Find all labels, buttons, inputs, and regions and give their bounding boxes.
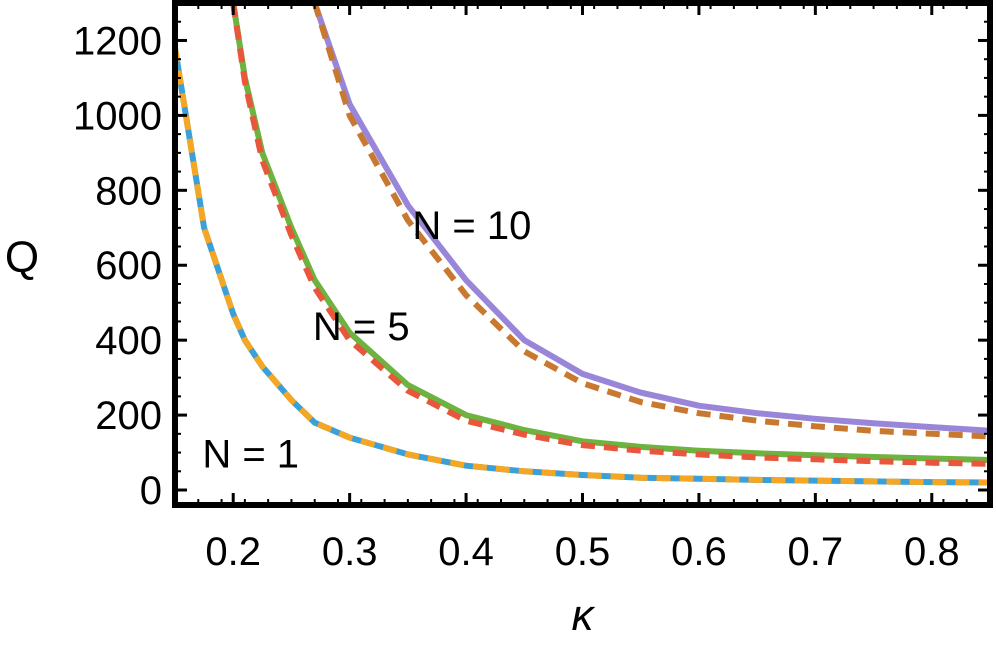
x-tick-label: 0.7 — [788, 530, 844, 574]
x-tick-label: 0.6 — [671, 530, 727, 574]
annotation-layer: N = 1 N = 5 N = 10 — [202, 204, 531, 477]
labels-layer: 0.2 0.3 0.4 0.5 0.6 0.7 0.8 0 200 400 600 800 1000 12… — [73, 19, 960, 574]
series-line-6 — [311, 3, 990, 440]
y-tick-label: 200 — [95, 394, 162, 438]
x-tick-label: 0.2 — [205, 530, 261, 574]
y-tick-label: 1200 — [73, 19, 162, 63]
y-tick-label: 1000 — [73, 94, 162, 138]
plot-frame — [172, 0, 993, 508]
y-axis-label: Q — [5, 233, 39, 282]
y-tick-label: 400 — [95, 319, 162, 363]
x-axis-label: κ — [572, 591, 596, 640]
x-tick-label: 0.3 — [322, 530, 378, 574]
y-tick-label: 600 — [95, 244, 162, 288]
series-line-4 — [230, 3, 990, 467]
x-tick-label: 0.5 — [555, 530, 611, 574]
y-tick-label: 0 — [140, 469, 162, 513]
series-line-3 — [230, 3, 990, 463]
x-tick-label: 0.8 — [904, 530, 960, 574]
series-layer — [175, 3, 990, 486]
annotation-label: N = 10 — [412, 204, 531, 248]
series-line-2 — [175, 47, 990, 486]
annotation-label: N = 5 — [313, 305, 410, 349]
annotation-label: N = 1 — [202, 433, 299, 477]
y-tick-label: 800 — [95, 169, 162, 213]
x-tick-label: 0.4 — [438, 530, 494, 574]
series-line-5 — [311, 3, 990, 434]
